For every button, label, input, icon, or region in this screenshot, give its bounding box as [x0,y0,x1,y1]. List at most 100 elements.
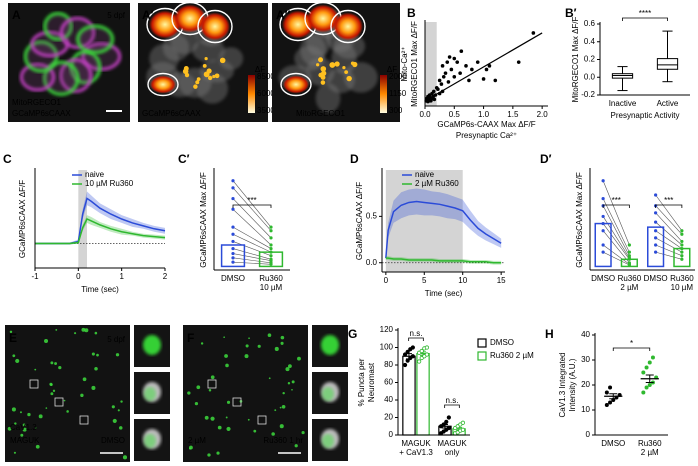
point [680,246,684,251]
puncta [91,352,95,356]
puncta [279,406,282,409]
puncta [45,407,48,409]
significance-label: *** [247,196,256,205]
significance-label: *** [664,196,673,205]
point [647,383,652,387]
activity-spot [320,66,327,72]
roi-box [207,379,217,389]
point [441,422,446,427]
legend-label: 2 µM Ru360 [415,179,459,188]
point [452,74,457,79]
x-tick-label: 1.0 [478,110,490,119]
point [437,78,442,83]
point [680,254,684,258]
roi-box [29,379,39,389]
point [475,60,480,64]
point [654,250,658,254]
puncta [226,426,231,431]
significance-bracket [622,17,668,21]
point [627,263,631,267]
puncta [216,451,220,455]
line [385,257,502,264]
point [654,211,658,215]
point [601,179,605,183]
micrograph [183,325,308,462]
image-label: Ru360 1 hr [263,436,303,445]
puncta [111,405,115,409]
point [644,385,649,390]
y-tick-label: 10 [581,405,590,414]
puncta [279,424,284,429]
point [484,67,489,72]
point [439,82,444,86]
puncta [22,427,27,432]
significance-bracket [408,337,424,341]
legend-swatch [477,351,487,361]
point [269,262,273,266]
pair-line [232,234,272,253]
puncta [118,426,123,430]
point [446,80,451,84]
pair-line [602,251,630,266]
puncta [38,414,43,419]
activity-spot [193,84,198,89]
bar [647,226,665,268]
y-tick-label: 0 [389,430,394,439]
point [464,64,468,68]
y-tick-label: 60 [384,378,393,387]
point [405,358,410,363]
category-sublabel: 10 µM [260,283,283,292]
x-tick-label: 2.0 [537,110,549,119]
point [627,243,631,247]
point [460,427,466,432]
pair-line [232,248,272,260]
category-sublabel: 2 µM [620,283,638,292]
synapse-outline [280,72,312,97]
significance-bracket [612,347,651,351]
pair-line [232,180,272,228]
pair-line [602,216,630,259]
roi-box [79,415,89,425]
colorbar-tick: 300 [389,106,403,115]
point [431,89,436,94]
puncta [294,444,298,448]
point [680,239,684,244]
panel-label: A″ [276,8,291,22]
colorbar-tick: 8500 [257,72,275,81]
panel-label: C′ [178,152,190,166]
puncta [115,353,120,357]
y-tick-label: 40 [581,330,590,339]
pair-line [655,212,683,242]
puncta [271,432,275,436]
significance-label: *** [612,196,621,205]
image-label: 5 dpf [107,335,126,344]
x-tick-label: 1 [119,272,124,281]
point [647,360,652,365]
point [231,225,235,229]
point [410,354,415,359]
point [644,365,649,370]
x-tick-label: 2 [163,272,168,281]
puncta [280,335,285,340]
y-axis-label: % Puncta per [357,358,366,406]
y-tick-label: 0.6 [584,19,596,28]
point [650,355,655,360]
legend-swatch [477,338,487,348]
shaded-region [78,170,87,268]
image-label: 2 µM [188,436,206,445]
colorbar-tick: 6000 [257,89,275,98]
legend-label: 10 µM Ru360 [85,179,134,188]
point [441,74,446,79]
puncta [257,344,261,348]
category-sublabel: 10 µM [671,283,694,292]
pair-line [602,180,630,246]
puncta [63,399,66,402]
point [460,420,466,425]
puncta [189,447,192,450]
y-axis-label: GCaMP6sCAAX Max ΔF/F [199,172,208,268]
point [455,60,460,64]
point [445,60,450,64]
puncta [207,453,211,457]
point [604,390,609,395]
